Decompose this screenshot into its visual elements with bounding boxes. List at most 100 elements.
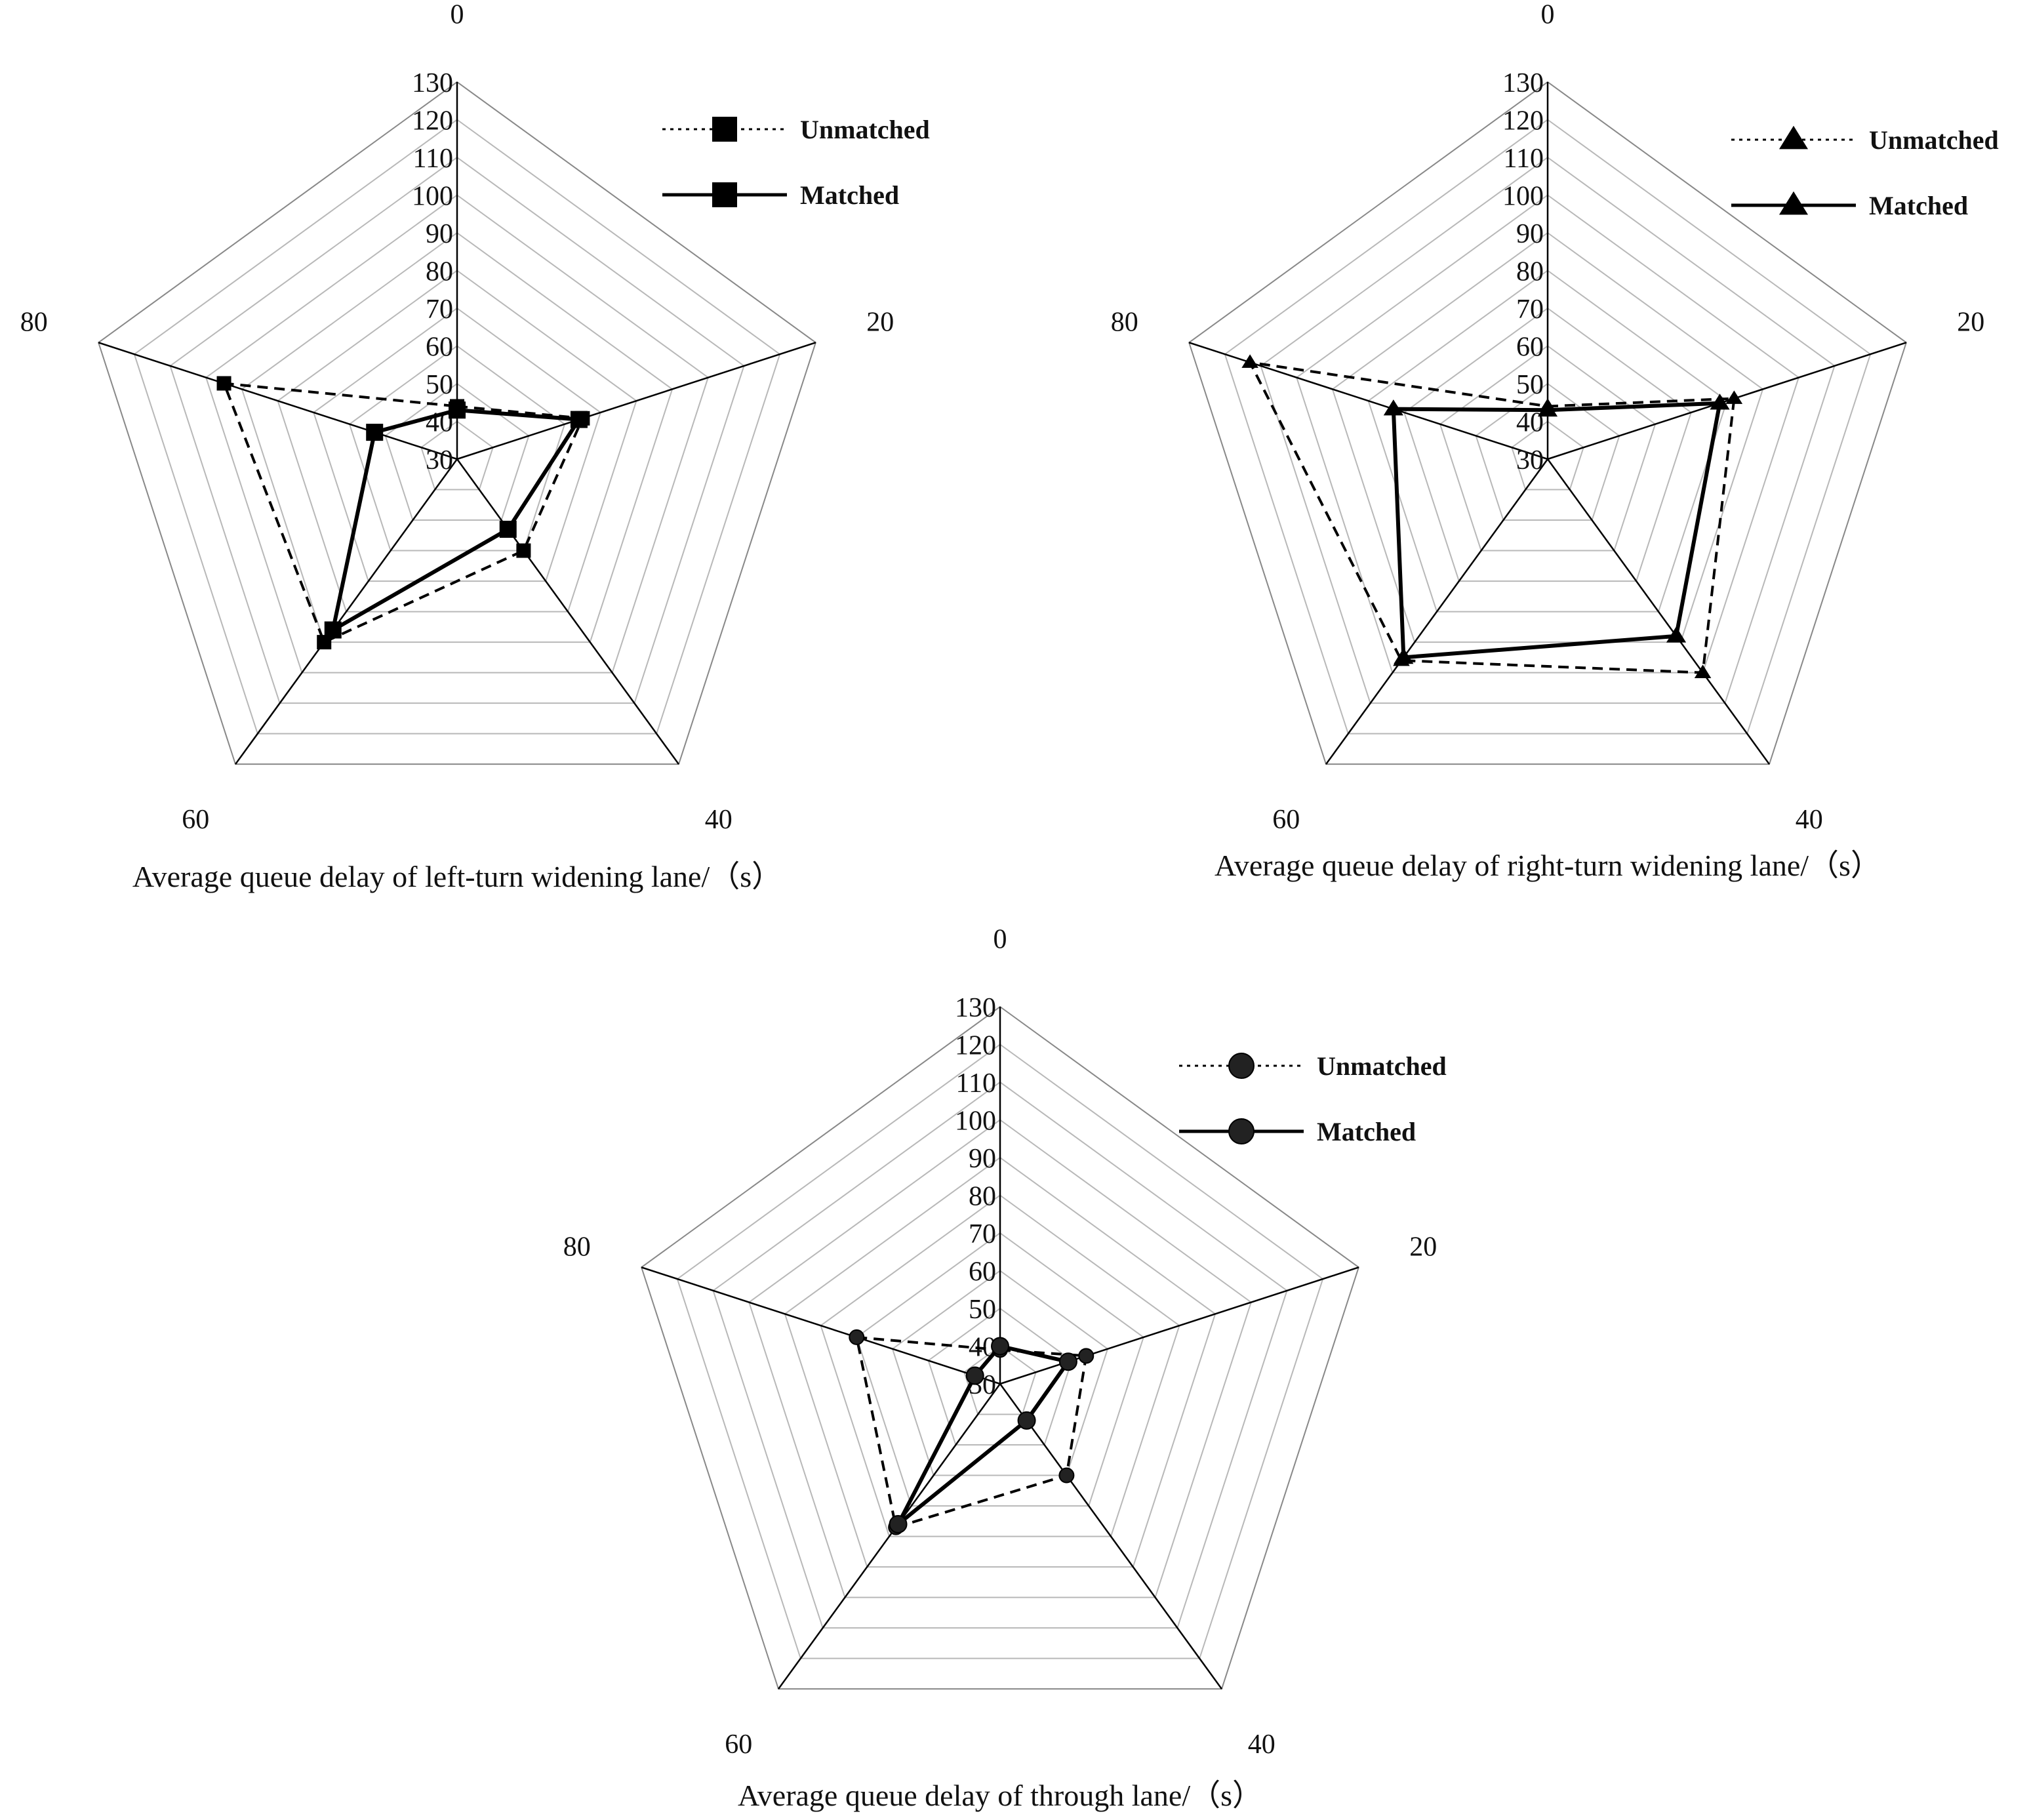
chart-title: Average queue delay of left-turn widenin… <box>132 860 782 893</box>
tick-label: 70 <box>1516 294 1544 325</box>
category-label: 80 <box>1111 307 1138 337</box>
axis-spoke <box>235 458 458 765</box>
grid-ring <box>963 1345 1037 1415</box>
data-point-matched <box>1666 626 1687 643</box>
series-line-unmatched <box>855 1335 1088 1529</box>
category-label: 0 <box>451 0 464 30</box>
grid-ring <box>241 232 673 643</box>
tick-label: 30 <box>1516 445 1544 475</box>
axis-spoke <box>98 342 458 460</box>
data-point-matched <box>499 520 517 538</box>
radar-chart-right-turn: 30 40 50 60 70 80 90 100 110 120 130 0 20 40 60 80 Unmat… <box>1111 0 1999 882</box>
legend-label-unmatched: Unmatched <box>1869 125 1999 155</box>
axis-spoke <box>1547 342 1907 460</box>
data-point-matched <box>1394 647 1414 664</box>
axis-spoke <box>999 1383 1222 1689</box>
grid-ring <box>1296 194 1799 674</box>
tick-label: 110 <box>956 1068 996 1099</box>
legend-marker-unmatched <box>712 117 737 142</box>
data-point-matched <box>889 1514 908 1533</box>
tick-label: 110 <box>1504 144 1544 174</box>
grid-ring <box>205 194 709 674</box>
chart-title: Average queue delay of right-turn wideni… <box>1215 849 1881 882</box>
legend-marker-matched <box>712 182 737 207</box>
data-point-unmatched <box>1725 390 1743 404</box>
grid-ring <box>640 1005 1360 1690</box>
axis-spoke <box>456 342 816 460</box>
legend-label-matched: Matched <box>1317 1117 1416 1146</box>
data-point-matched <box>1537 400 1558 417</box>
tick-label: 50 <box>969 1295 996 1325</box>
chart-title: Average queue delay of through lane/（s） <box>738 1779 1262 1812</box>
tick-label: 110 <box>413 144 453 174</box>
grid-ring <box>97 81 817 765</box>
category-label: 20 <box>1957 307 1984 337</box>
tick-label: 90 <box>1516 219 1544 249</box>
tick-label: 50 <box>1516 370 1544 400</box>
grid-ring <box>676 1043 1324 1659</box>
grid-ring <box>1260 156 1836 704</box>
data-point-unmatched <box>1078 1348 1095 1364</box>
grid-ring <box>169 156 745 704</box>
data-point-matched <box>1710 394 1730 410</box>
grid-ring <box>348 345 566 552</box>
axis-spoke <box>1546 458 1770 765</box>
category-label: 40 <box>1248 1729 1276 1760</box>
tick-label: 80 <box>1516 257 1544 287</box>
tick-label: 120 <box>412 106 453 136</box>
series-line-matched <box>1391 401 1722 660</box>
data-point-unmatched <box>216 376 231 391</box>
tick-label: 100 <box>955 1106 996 1137</box>
legend-marker-unmatched <box>1778 125 1809 150</box>
grid-ring <box>927 1307 1073 1446</box>
grid-ring <box>1511 420 1584 491</box>
legend-label-matched: Matched <box>1869 191 1968 220</box>
category-label: 80 <box>20 307 48 337</box>
legend-marker-unmatched <box>1228 1053 1255 1079</box>
tick-label: 60 <box>969 1257 996 1287</box>
axis-spoke <box>1188 342 1548 460</box>
grid-ring <box>856 1232 1144 1507</box>
tick-label: 90 <box>426 219 453 249</box>
grid-ring <box>1331 232 1764 643</box>
category-label: 20 <box>866 307 894 337</box>
tick-label: 70 <box>426 294 453 325</box>
grid-ring <box>1188 81 1908 765</box>
data-point-unmatched <box>1058 1467 1075 1484</box>
axis-spoke <box>641 1266 1001 1385</box>
grid-ring <box>1224 119 1872 735</box>
grid-ring <box>133 119 781 735</box>
axis-spoke <box>1325 458 1549 765</box>
data-point-matched <box>570 411 588 428</box>
tick-label: 120 <box>955 1031 996 1061</box>
category-label: 60 <box>182 805 209 835</box>
tick-label: 60 <box>1516 333 1544 363</box>
data-point-matched <box>991 1337 1009 1356</box>
data-point-matched <box>1383 399 1403 416</box>
data-point-matched <box>1017 1411 1036 1430</box>
tick-label: 90 <box>969 1144 996 1174</box>
category-label: 60 <box>725 1729 752 1760</box>
tick-label: 70 <box>969 1219 996 1249</box>
category-label: 60 <box>1272 805 1300 835</box>
grid-ring <box>277 270 637 613</box>
legend-label-unmatched: Unmatched <box>1317 1051 1447 1081</box>
axis-spoke <box>778 1383 1001 1689</box>
axis-spoke <box>456 458 679 765</box>
data-point-matched <box>366 424 384 441</box>
data-point-matched <box>1058 1352 1077 1371</box>
tick-label: 30 <box>426 445 453 475</box>
data-point-unmatched <box>1241 354 1258 368</box>
category-label: 80 <box>563 1232 591 1262</box>
data-point-matched <box>965 1366 984 1385</box>
data-point-unmatched <box>317 635 332 650</box>
grid-ring <box>1403 307 1692 582</box>
data-point-matched <box>449 401 466 419</box>
category-label: 0 <box>1541 0 1555 30</box>
tick-label: 130 <box>1502 68 1544 98</box>
grid-ring <box>891 1270 1109 1476</box>
tick-label: 40 <box>1516 408 1544 438</box>
legend-marker-matched <box>1228 1118 1255 1144</box>
tick-label: 80 <box>426 257 453 287</box>
